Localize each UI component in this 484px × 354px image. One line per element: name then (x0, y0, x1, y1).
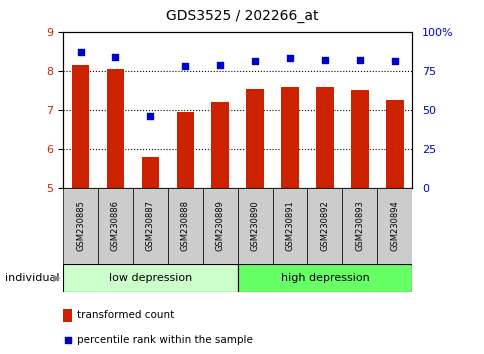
Bar (98, 188, 133, 264)
Text: GSM230892: GSM230892 (320, 200, 329, 251)
Point (146, 113, 154, 119)
Bar (342, 188, 377, 264)
Point (63, 337, 71, 343)
Bar (272, 188, 307, 264)
Bar (385, 100, 403, 188)
Text: GSM230893: GSM230893 (355, 200, 363, 251)
Text: GSM230885: GSM230885 (76, 200, 85, 251)
Bar (202, 188, 237, 264)
Text: individual: individual (5, 273, 59, 283)
Bar (106, 69, 124, 188)
Bar (63, 309, 72, 322)
Text: GSM230886: GSM230886 (111, 200, 120, 251)
Point (76, 49, 84, 55)
Bar (237, 264, 411, 292)
Text: GSM230889: GSM230889 (215, 200, 224, 251)
Text: GSM230888: GSM230888 (181, 200, 189, 251)
Point (111, 54, 119, 59)
Point (181, 63, 189, 69)
Bar (281, 87, 298, 188)
Bar (211, 102, 228, 188)
Bar (72, 65, 89, 188)
Bar (63, 188, 98, 264)
Point (251, 59, 258, 64)
Point (216, 62, 224, 67)
Text: GSM230891: GSM230891 (285, 200, 294, 251)
Bar (316, 87, 333, 188)
Bar (176, 112, 194, 188)
Bar (133, 188, 167, 264)
Text: GDS3525 / 202266_at: GDS3525 / 202266_at (166, 9, 318, 23)
Point (390, 59, 398, 64)
Text: transformed count: transformed count (76, 310, 174, 320)
Text: GSM230894: GSM230894 (390, 200, 398, 251)
Bar (307, 188, 342, 264)
Text: GSM230890: GSM230890 (250, 200, 259, 251)
Bar (63, 264, 237, 292)
Text: low depression: low depression (108, 273, 192, 283)
Point (286, 56, 293, 61)
Point (355, 57, 363, 63)
Text: percentile rank within the sample: percentile rank within the sample (76, 335, 252, 346)
Bar (167, 188, 202, 264)
Bar (141, 157, 159, 188)
Bar (246, 90, 263, 188)
Point (320, 57, 328, 63)
Text: GSM230887: GSM230887 (146, 200, 154, 251)
Bar (377, 188, 411, 264)
Text: high depression: high depression (280, 273, 368, 283)
Text: ▶: ▶ (53, 273, 60, 283)
Bar (237, 188, 272, 264)
Bar (350, 90, 368, 188)
